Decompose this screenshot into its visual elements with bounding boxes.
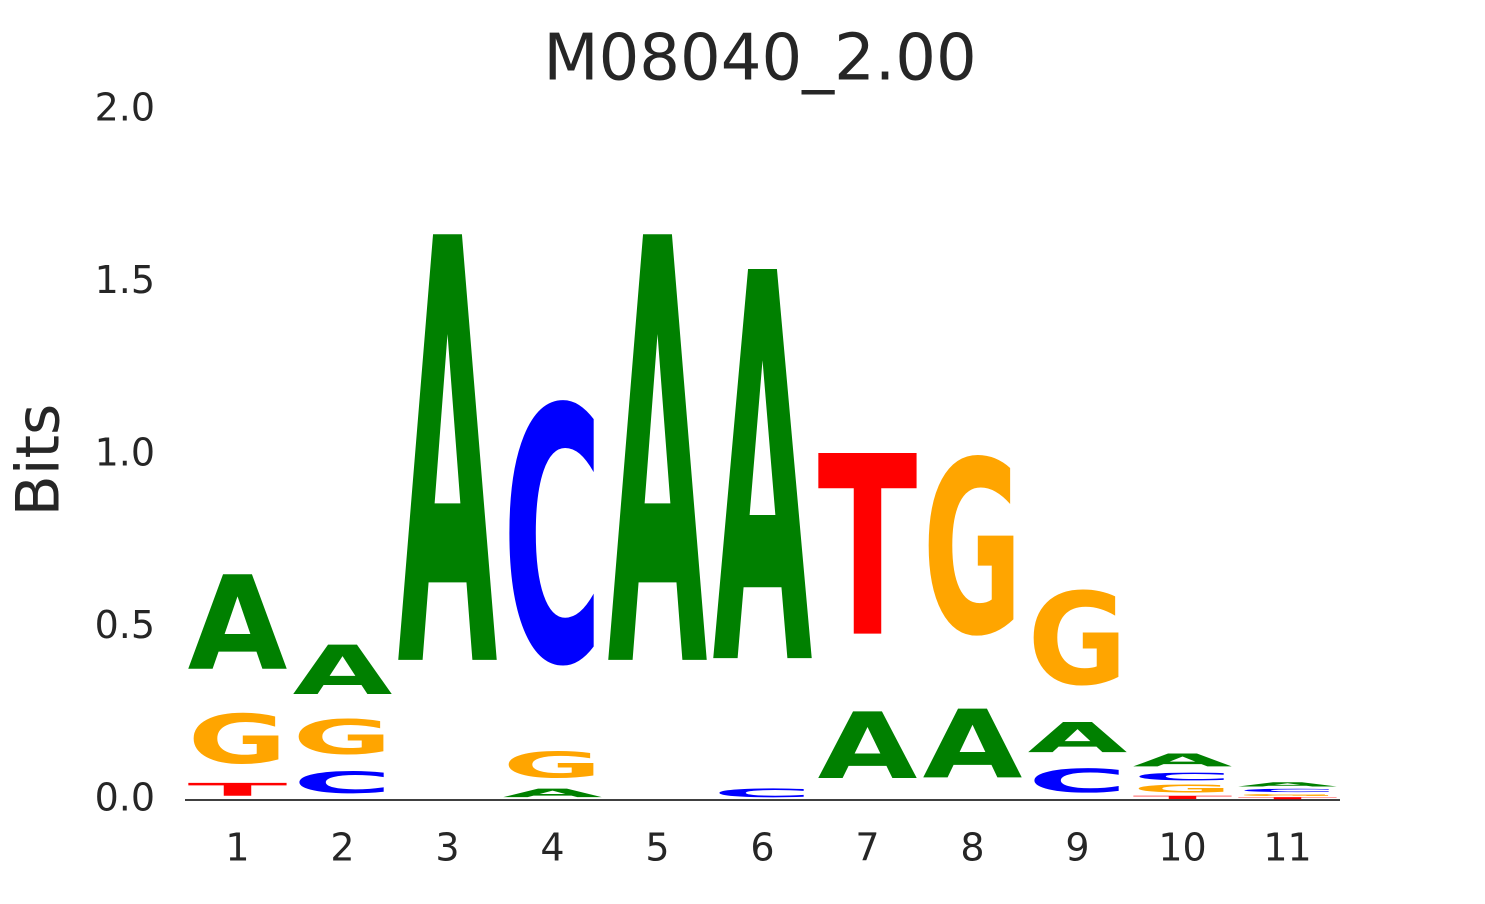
logo-letter: G xyxy=(1133,783,1233,795)
logo-letter: A xyxy=(1238,781,1338,788)
logo-letter: A xyxy=(713,163,814,784)
logo-letter: C xyxy=(293,766,393,800)
x-tick-label: 6 xyxy=(750,826,774,870)
logo-letter: A xyxy=(293,631,393,710)
logo-letter: T xyxy=(818,403,918,692)
y-tick-label: 0.5 xyxy=(95,603,155,647)
logo-letter: G xyxy=(293,710,393,765)
logo-letter: A xyxy=(923,690,1023,800)
logo-letter: G xyxy=(1028,567,1128,714)
logo-letter: C xyxy=(1028,762,1128,800)
logo-letter: A xyxy=(503,786,603,800)
x-tick-label: 11 xyxy=(1263,826,1311,870)
logo-letter: A xyxy=(188,549,288,700)
x-tick-label: 8 xyxy=(960,826,984,870)
logo-letter: C xyxy=(1133,771,1233,783)
x-tick-label: 3 xyxy=(435,826,459,870)
logo-letter: T xyxy=(1133,795,1233,800)
logo-letter: C xyxy=(713,786,813,800)
logo-letter: A xyxy=(1028,714,1128,762)
x-tick-label: 4 xyxy=(540,826,564,870)
x-tick-label: 2 xyxy=(330,826,354,870)
y-tick-label: 1.0 xyxy=(95,431,155,475)
logo-letter: C xyxy=(503,335,603,744)
logo-letter: T xyxy=(188,779,288,800)
chart-title: M08040_2.00 xyxy=(543,22,976,96)
x-tick-label: 5 xyxy=(645,826,669,870)
logo-letter: A xyxy=(608,119,709,798)
logo-letter: G xyxy=(503,745,603,786)
x-tick-label: 1 xyxy=(225,826,249,870)
y-axis-label: Bits xyxy=(4,404,74,517)
x-tick-label: 7 xyxy=(855,826,879,870)
y-tick-label: 1.5 xyxy=(95,258,155,302)
logo-letter: A xyxy=(818,694,918,800)
logo-letter: G xyxy=(1238,793,1338,796)
logo-letter: G xyxy=(188,701,288,780)
logo-letter: G xyxy=(923,410,1023,689)
x-tick-label: 9 xyxy=(1065,826,1089,870)
y-tick-label: 0.0 xyxy=(95,776,155,820)
logo-letter: A xyxy=(398,119,499,798)
logo-letter: C xyxy=(1238,788,1338,793)
x-tick-label: 10 xyxy=(1158,826,1206,870)
y-tick-label: 2.0 xyxy=(95,86,155,130)
logo-letter: T xyxy=(1238,797,1338,800)
logo-letter: A xyxy=(1133,750,1233,771)
